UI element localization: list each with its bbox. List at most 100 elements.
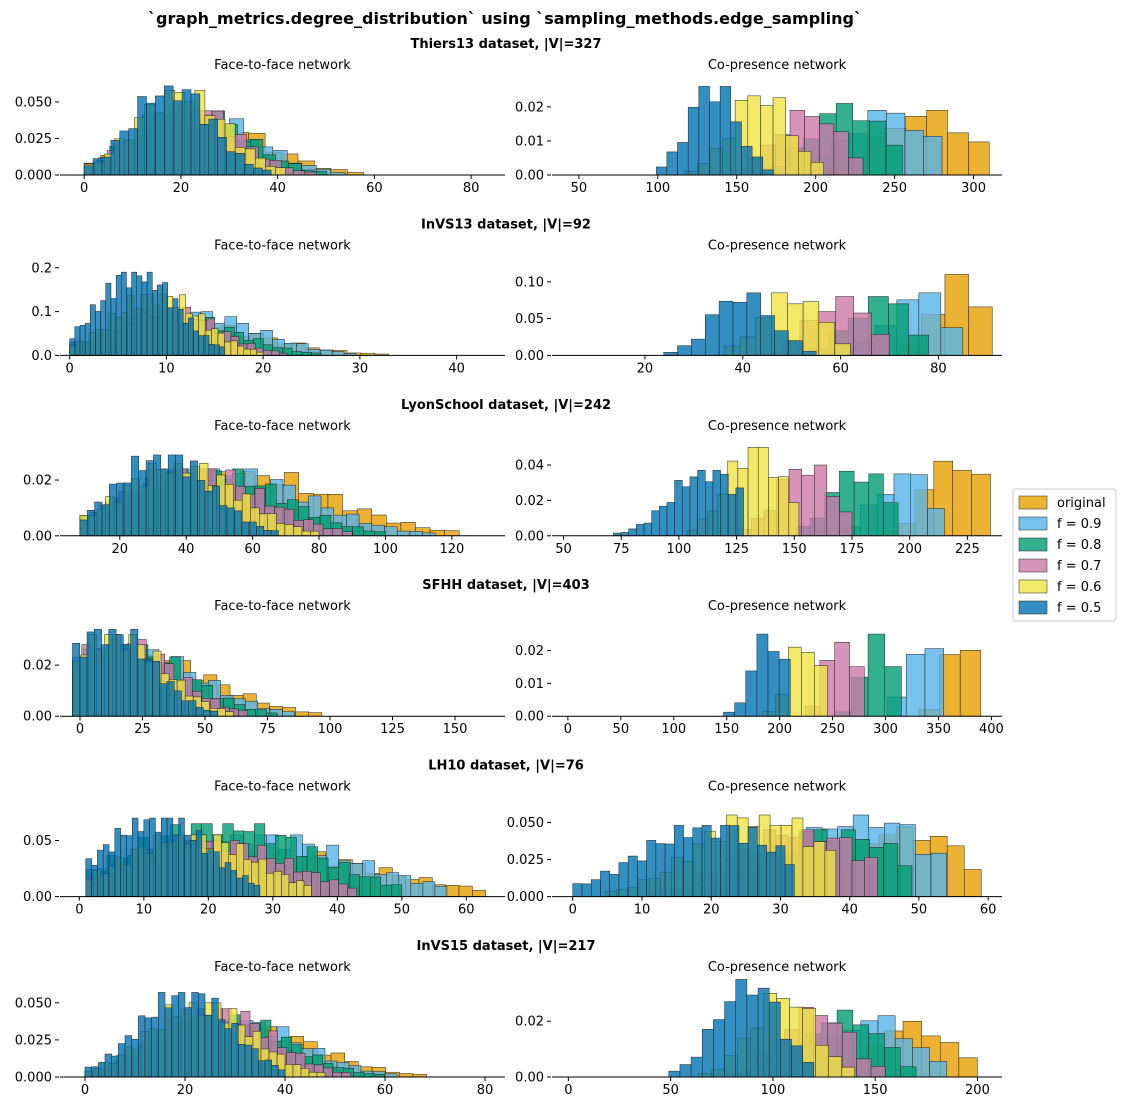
histogram-bar [720, 825, 730, 897]
histogram-bar [224, 1028, 232, 1078]
x-tick-label: 120 [439, 542, 464, 557]
histogram-bar [166, 817, 174, 897]
histogram-bar [264, 1059, 272, 1078]
x-tick-label: 60 [366, 181, 383, 196]
histogram-bar [201, 853, 208, 897]
histogram-bar [798, 151, 812, 176]
y-tick-label: 0.050 [15, 95, 52, 110]
histogram-bar [824, 850, 837, 897]
histogram-bar [826, 496, 840, 537]
histogram-bar [884, 666, 902, 717]
histogram-bar [248, 883, 255, 897]
dataset-title: SFHH dataset, |V|=403 [422, 578, 589, 593]
histogram-bar [87, 510, 95, 537]
histogram-bar [242, 875, 249, 897]
x-tick-label: 60 [458, 903, 475, 918]
histogram-bar [908, 334, 929, 356]
histogram-bar [581, 883, 592, 897]
histogram-bar [92, 158, 103, 176]
histogram-bar [253, 885, 261, 897]
y-tick-label: 0.025 [507, 853, 544, 868]
histogram-bar [131, 271, 137, 356]
x-tick-label: 50 [197, 722, 214, 737]
x-tick-label: 80 [311, 542, 328, 557]
histogram-bar [275, 167, 286, 176]
series [655, 86, 774, 176]
histogram-bar [756, 633, 769, 717]
histogram-bar [115, 634, 124, 717]
series [69, 271, 225, 356]
panel-title: Face-to-face network [214, 599, 351, 614]
x-tick-label: 100 [760, 1083, 785, 1098]
histogram-bar [79, 656, 88, 717]
histogram-bar [636, 524, 645, 537]
histogram-bar [244, 1044, 252, 1078]
histogram-bar [144, 1017, 152, 1078]
x-tick-label: 100 [661, 722, 686, 737]
histogram-bar [774, 330, 789, 356]
histogram-bar [181, 700, 189, 717]
histogram-bar [217, 137, 227, 176]
x-tick-label: 50 [555, 542, 572, 557]
histogram-bar [705, 314, 720, 356]
histogram-bar [434, 885, 448, 897]
x-tick-label: 0 [66, 361, 74, 376]
histogram-bar [620, 532, 629, 537]
y-tick-label: 0.00 [23, 529, 52, 544]
histogram-bar [263, 530, 272, 537]
y-tick-label: 0.05 [23, 834, 52, 849]
histogram-bar [236, 877, 243, 897]
histogram-bar [718, 300, 734, 356]
x-tick-label: 300 [873, 722, 898, 737]
panel-title: Face-to-face network [214, 780, 351, 795]
histogram-bar [199, 124, 210, 176]
y-tick-label: 0.00 [515, 349, 544, 364]
histogram-bar [600, 870, 610, 897]
histogram-bar [719, 86, 732, 176]
histogram-bar [123, 482, 132, 537]
histogram-bar [218, 1019, 226, 1078]
histogram-bar [296, 880, 305, 897]
histogram-bar [692, 827, 703, 897]
histogram-bar [308, 712, 323, 717]
histogram-bar [637, 860, 647, 897]
histogram-bar [929, 1061, 948, 1078]
histogram-bar [664, 843, 675, 897]
y-tick-label: 0.000 [15, 1071, 52, 1086]
histogram-bar [109, 483, 117, 537]
y-tick-label: 0.025 [15, 132, 52, 147]
series [572, 825, 795, 897]
histogram-bar [282, 711, 295, 717]
histogram-bar [253, 167, 263, 176]
histogram-bar [734, 702, 747, 717]
histogram-bar [760, 315, 775, 356]
histogram-bar [958, 1057, 978, 1078]
histogram-bar [308, 1071, 318, 1078]
histogram-bar [720, 473, 729, 537]
panel-title: Co-presence network [708, 58, 847, 73]
histogram-bar [458, 885, 473, 897]
histogram-bar [689, 476, 698, 537]
histogram-bar [655, 166, 668, 176]
x-tick-label: 80 [477, 1083, 494, 1098]
histogram-bar [116, 482, 125, 537]
histogram-bar [331, 351, 345, 356]
panel: InVS13 dataset, |V|=92 Face-to-face netwo… [31, 217, 591, 376]
histogram-bar [618, 862, 629, 897]
histogram-bar [123, 644, 131, 717]
x-tick-label: 100 [645, 181, 670, 196]
histogram-bar [72, 642, 81, 717]
x-tick-label: 250 [820, 722, 845, 737]
y-tick-label: 0.00 [23, 890, 52, 905]
histogram-bar [137, 658, 146, 717]
x-tick-label: 150 [443, 722, 468, 737]
legend-swatch [1018, 558, 1048, 573]
histogram-bar [363, 530, 375, 537]
histogram-bar [342, 531, 353, 537]
histogram-bar [195, 830, 203, 897]
panel: Co-presence network 0 10 20 30 40 50 60 0.000 0.0… [507, 780, 1002, 918]
histogram-bar [234, 510, 242, 537]
histogram-bar [968, 306, 993, 356]
histogram-bar [856, 1058, 872, 1078]
histogram-bar [198, 993, 206, 1078]
